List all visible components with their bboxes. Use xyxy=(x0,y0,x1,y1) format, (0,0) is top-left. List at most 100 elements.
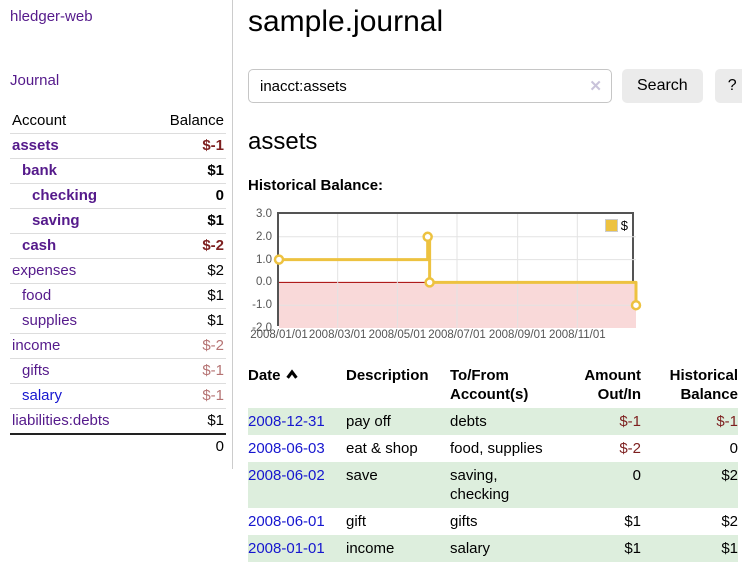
sidebar-account-saving[interactable]: saving xyxy=(32,212,80,229)
sidebar-account-supplies[interactable]: supplies xyxy=(22,312,78,329)
register-description: gift xyxy=(346,513,367,530)
x-axis-tick-label: 2008/01/01 xyxy=(250,329,308,341)
x-axis-tick-label: 2008/03/01 xyxy=(308,329,367,341)
sidebar-account-balance: $1 xyxy=(146,158,226,184)
register-description: eat & shop xyxy=(346,440,418,457)
account-row: salary $-1 xyxy=(10,383,226,409)
register-description: income xyxy=(346,540,395,557)
sidebar-account-balance: $-2 xyxy=(146,233,226,259)
register-row: 2008-06-01 gift gifts $1 $2 xyxy=(248,508,738,535)
register-balance: $2 xyxy=(721,513,738,530)
y-axis-tick-label: 1.0 xyxy=(256,253,272,266)
sidebar-account-balance: $1 xyxy=(146,283,226,309)
sidebar-account-balance: 0 xyxy=(146,183,226,209)
register-body: 2008-12-31 pay off debts $-1 $-1 2008-06-03 ea… xyxy=(248,408,738,562)
chart-canvas xyxy=(273,214,642,328)
register-row: 2008-06-03 eat & shop food, supplies $-2 0 xyxy=(248,435,738,462)
sidebar-account-balance: $-2 xyxy=(146,333,226,359)
account-tree-body: assets $-1 bank $1 checking 0 saving $1 cash $-2 e… xyxy=(10,133,226,434)
sidebar-account-assets[interactable]: assets xyxy=(12,137,59,154)
sidebar-account-balance: $-1 xyxy=(146,133,226,159)
register-accounts[interactable]: debts xyxy=(450,413,487,430)
register-amount: $1 xyxy=(624,540,641,557)
search-wrap: ✕ xyxy=(248,69,612,103)
balance-column-header-register: Historical Balance xyxy=(669,367,738,403)
register-table: Date Description To/From Account(s) Amou… xyxy=(248,366,738,562)
register-balance: $2 xyxy=(721,467,738,484)
register-balance: $-1 xyxy=(716,413,738,430)
legend-swatch-icon xyxy=(604,219,618,232)
nav-journal-link[interactable]: Journal xyxy=(10,72,60,89)
sidebar-account-gifts[interactable]: gifts xyxy=(22,362,50,379)
sidebar-account-income[interactable]: income xyxy=(12,337,61,354)
account-row: liabilities:debts $1 xyxy=(10,408,226,434)
chart-plot: $ 3.0 2.0 1.0 0.0 -1.0 -2.0 2008/01/01 2008/03/… xyxy=(250,208,642,341)
main-content: sample.journal ✕ Search ? assets Histori… xyxy=(233,0,742,562)
sidebar-account-balance: $1 xyxy=(146,408,226,434)
register-row: 2008-06-02 save saving, checking 0 $2 xyxy=(248,462,738,508)
register-date-link[interactable]: 2008-06-02 xyxy=(248,467,325,484)
balance-column-header: Balance xyxy=(169,112,224,129)
account-tree: Account Balance assets $-1 bank $1 checking 0… xyxy=(10,110,226,459)
register-header-row: Date Description To/From Account(s) Amou… xyxy=(248,366,738,408)
account-tree-header: Account Balance xyxy=(10,110,226,134)
sidebar-account-bank[interactable]: bank xyxy=(22,162,58,179)
sidebar-account-salary[interactable]: salary xyxy=(22,387,63,404)
x-axis-tick-label: 2008/09/01 xyxy=(488,329,547,341)
account-row: food $1 xyxy=(10,283,226,309)
search-form: ✕ Search ? xyxy=(248,69,742,103)
amount-column-header: Amount Out/In xyxy=(584,367,641,403)
register-date-link[interactable]: 2008-01-01 xyxy=(248,540,325,557)
sidebar-account-balance: $1 xyxy=(146,208,226,234)
register-date-cell: 2008-06-02 xyxy=(248,462,346,508)
sidebar-account-balance: $-1 xyxy=(146,383,226,409)
account-row: cash $-2 xyxy=(10,233,226,259)
help-button[interactable]: ? xyxy=(714,69,742,103)
register-accounts[interactable]: saving, checking xyxy=(450,467,510,503)
register-accounts[interactable]: salary xyxy=(450,540,491,557)
account-row: gifts $-1 xyxy=(10,358,226,384)
account-total-row: 0 xyxy=(10,433,226,459)
register-date-cell: 2008-06-03 xyxy=(248,435,346,462)
register-accounts[interactable]: gifts xyxy=(450,513,478,530)
register-date-link[interactable]: 2008-12-31 xyxy=(248,413,325,430)
chart-legend: $ xyxy=(603,217,629,234)
legend-label: $ xyxy=(620,218,628,233)
chart-title: Historical Balance: xyxy=(248,177,384,194)
register-date-cell: 2008-06-01 xyxy=(248,508,346,535)
account-row: saving $1 xyxy=(10,208,226,234)
page-title: sample.journal xyxy=(248,5,444,38)
register-balance: $1 xyxy=(721,540,738,557)
register-description: pay off xyxy=(346,413,391,430)
register-amount: $-1 xyxy=(619,413,641,430)
sidebar-account-food[interactable]: food xyxy=(22,287,52,304)
clear-search-icon[interactable]: ✕ xyxy=(589,78,602,95)
register-date-link[interactable]: 2008-06-03 xyxy=(248,440,325,457)
y-axis-tick-label: 0.0 xyxy=(256,276,272,289)
register-date-cell: 2008-12-31 xyxy=(248,408,346,435)
register-amount: $1 xyxy=(624,513,641,530)
x-axis-tick-label: 2008/07/01 xyxy=(428,329,486,341)
y-axis-tick-label: 3.0 xyxy=(256,208,272,220)
sidebar: hledger-web Journal Account Balance asse… xyxy=(0,0,233,469)
register-description: save xyxy=(346,467,378,484)
account-row: supplies $1 xyxy=(10,308,226,334)
register-accounts[interactable]: food, supplies xyxy=(450,440,543,457)
x-axis-tick-label: 2008/05/01 xyxy=(368,329,427,341)
description-column-header: Description xyxy=(346,367,429,384)
account-total-value: 0 xyxy=(10,433,226,459)
sidebar-account-balance: $-1 xyxy=(146,358,226,384)
sidebar-account-expenses[interactable]: expenses xyxy=(12,262,77,279)
sidebar-account-liabilities-debts[interactable]: liabilities:debts xyxy=(12,412,110,429)
sidebar-account-checking[interactable]: checking xyxy=(32,187,98,204)
register-date-link[interactable]: 2008-06-01 xyxy=(248,513,325,530)
account-row: assets $-1 xyxy=(10,133,226,159)
account-row: checking 0 xyxy=(10,183,226,209)
search-input[interactable] xyxy=(248,69,612,103)
sidebar-account-cash[interactable]: cash xyxy=(22,237,57,254)
register-row: 2008-12-31 pay off debts $-1 $-1 xyxy=(248,408,738,435)
account-row: income $-2 xyxy=(10,333,226,359)
search-button[interactable]: Search xyxy=(622,69,703,103)
brand-link[interactable]: hledger-web xyxy=(10,8,93,25)
date-column-header[interactable]: Date xyxy=(248,366,346,408)
